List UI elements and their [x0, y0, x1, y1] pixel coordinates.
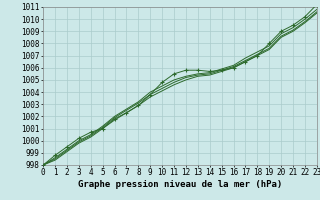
X-axis label: Graphe pression niveau de la mer (hPa): Graphe pression niveau de la mer (hPa)	[78, 180, 282, 189]
